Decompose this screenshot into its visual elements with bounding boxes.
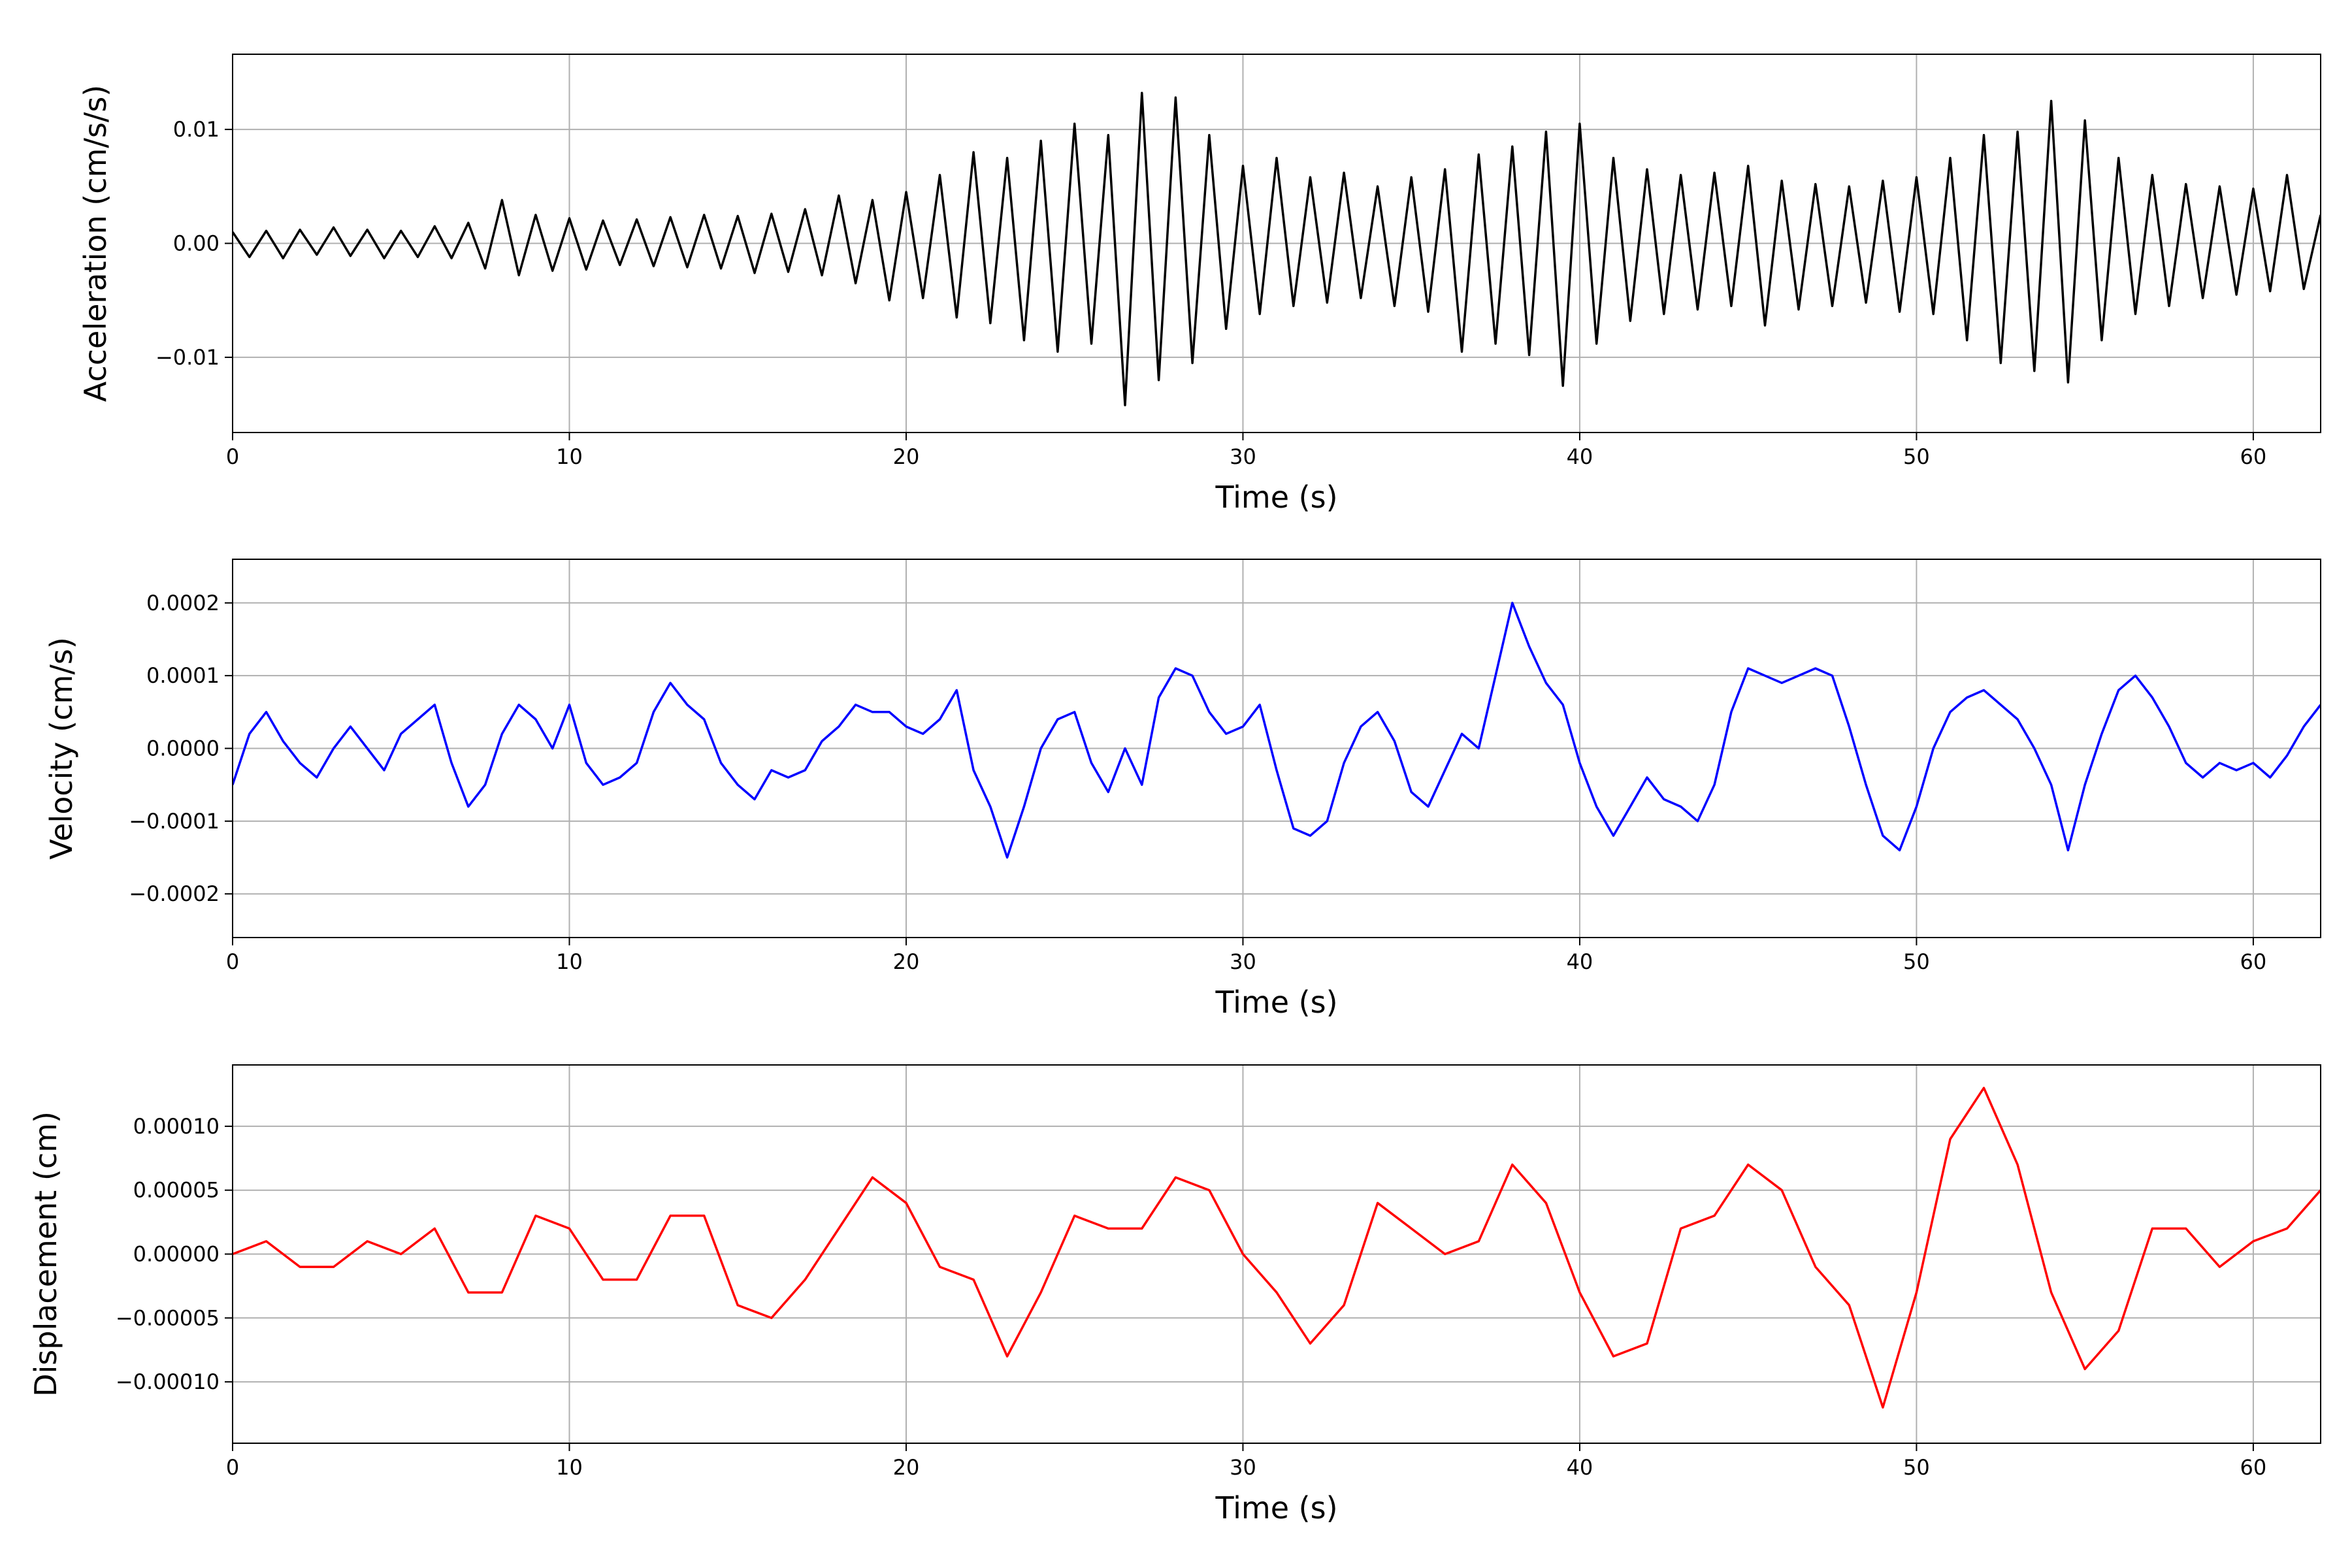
- plot-area: [233, 1086, 2321, 1409]
- x-tick-label: 20: [893, 444, 920, 469]
- x-tick-label: 30: [1230, 949, 1256, 974]
- x-tick-label: 0: [226, 1455, 239, 1480]
- x-tick-label: 40: [1567, 949, 1593, 974]
- x-tick-label: 0: [226, 444, 239, 469]
- y-axis-label: Velocity (cm/s): [44, 637, 79, 860]
- y-axis-label: Displacement (cm): [28, 1111, 63, 1397]
- y-tick-label: 0.00010: [133, 1114, 220, 1139]
- axes-frame: [232, 1064, 2321, 1444]
- x-tick-label: 10: [556, 444, 583, 469]
- x-tick-label: 10: [556, 949, 583, 974]
- y-tick-label: 0.00000: [133, 1242, 220, 1267]
- y-tick-label: −0.00005: [116, 1305, 220, 1330]
- y-tick-label: 0.0002: [146, 591, 220, 615]
- axes-frame: [232, 54, 2321, 433]
- x-tick-label: 60: [2240, 1455, 2267, 1480]
- x-axis-label: Time (s): [1215, 985, 1337, 1020]
- y-tick-label: 0.01: [173, 117, 220, 142]
- x-tick-label: 50: [1903, 949, 1930, 974]
- plot-area: [233, 602, 2321, 859]
- x-tick-label: 10: [556, 1455, 583, 1480]
- x-axis-label: Time (s): [1215, 1490, 1337, 1526]
- plot-area: [233, 91, 2321, 406]
- x-tick-label: 50: [1903, 1455, 1930, 1480]
- x-tick-label: 20: [893, 1455, 920, 1480]
- data-line: [233, 1086, 2321, 1409]
- x-tick-label: 30: [1230, 1455, 1256, 1480]
- y-tick-label: −0.00010: [116, 1369, 220, 1394]
- x-tick-label: 50: [1903, 444, 1930, 469]
- x-axis-label: Time (s): [1215, 480, 1337, 515]
- y-tick-label: −0.0002: [129, 881, 220, 906]
- y-tick-label: −0.0001: [129, 809, 220, 834]
- x-tick-label: 40: [1567, 444, 1593, 469]
- data-line: [233, 91, 2321, 406]
- data-line: [233, 602, 2321, 859]
- x-tick-label: 60: [2240, 949, 2267, 974]
- y-tick-label: 0.00: [173, 231, 220, 256]
- y-axis-label: Acceleration (cm/s/s): [78, 85, 113, 402]
- y-tick-label: 0.00005: [133, 1178, 220, 1203]
- x-tick-label: 40: [1567, 1455, 1593, 1480]
- x-tick-label: 20: [893, 949, 920, 974]
- x-tick-label: 30: [1230, 444, 1256, 469]
- x-tick-label: 60: [2240, 444, 2267, 469]
- y-tick-label: 0.0000: [146, 736, 220, 761]
- axes-frame: [232, 559, 2321, 938]
- x-tick-label: 0: [226, 949, 239, 974]
- y-tick-label: 0.0001: [146, 663, 220, 688]
- y-tick-label: −0.01: [155, 345, 220, 370]
